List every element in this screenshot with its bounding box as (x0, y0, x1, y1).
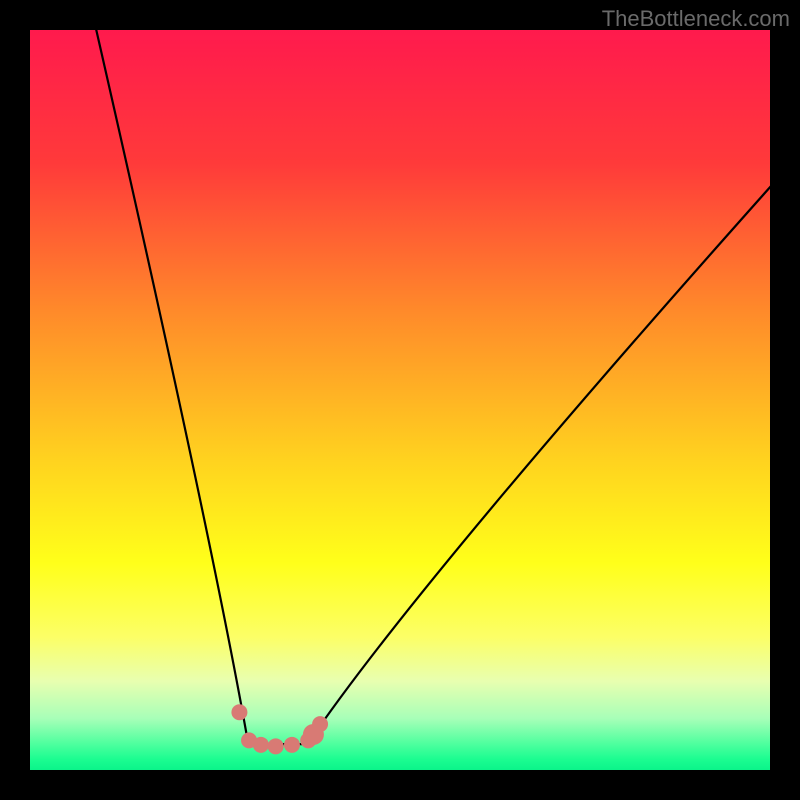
chart-container: TheBottleneck.com (0, 0, 800, 800)
trough-marker (284, 737, 300, 753)
trough-marker (312, 716, 328, 732)
trough-marker (268, 738, 284, 754)
bottleneck-chart (0, 0, 800, 800)
trough-marker (253, 737, 269, 753)
watermark-text: TheBottleneck.com (602, 6, 790, 32)
trough-marker (231, 704, 247, 720)
plot-gradient (30, 30, 770, 770)
